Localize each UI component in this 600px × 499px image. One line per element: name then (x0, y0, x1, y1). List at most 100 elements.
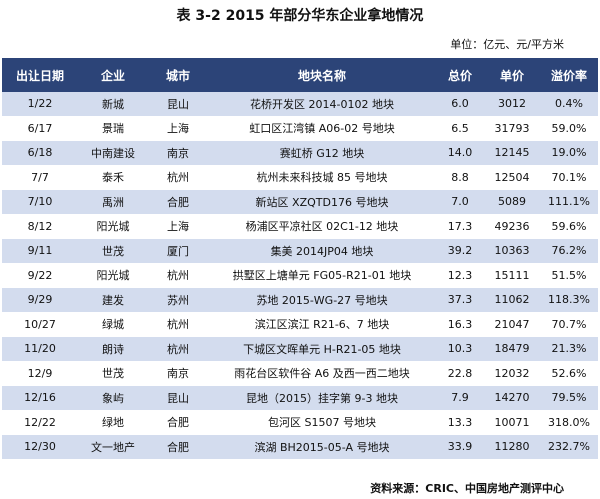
company-cell: 阳光城 (78, 263, 148, 288)
company-cell: 建发 (78, 287, 148, 313)
unit-price-cell: 3012 (484, 92, 540, 117)
table-row: 1/22 新城 昆山 花桥开发区 2014-0102 地块 6.0 3012 0.4% (2, 92, 598, 117)
company-cell: 禹洲 (78, 189, 148, 215)
company-cell: 朗诗 (78, 336, 148, 362)
city-cell: 厦门 (148, 238, 208, 264)
unit-price-cell: 18479 (484, 336, 540, 362)
table-row: 10/27 绿城 杭州 滨江区滨江 R21-6、7 地块 16.3 21047 70.7% (2, 312, 598, 337)
total-price-cell: 6.5 (436, 116, 484, 141)
premium-rate-cell: 318.0% (540, 410, 598, 435)
date-cell: 7/7 (2, 165, 78, 190)
company-cell: 景瑞 (78, 116, 148, 141)
date-cell: 12/9 (2, 361, 78, 386)
premium-rate-cell: 70.1% (540, 165, 598, 190)
date-cell: 12/30 (2, 434, 78, 460)
city-cell: 南京 (148, 140, 208, 166)
table-row: 12/30 文一地产 合肥 滨湖 BH2015-05-A 号地块 33.9 11280 23… (2, 434, 598, 460)
company-cell: 象屿 (78, 385, 148, 411)
table-title: 表 3-2 2015 年部分华东企业拿地情况 (176, 8, 424, 24)
plot-name-cell: 杨浦区平凉社区 02C1-12 地块 (208, 214, 436, 239)
premium-rate-cell: 59.6% (540, 214, 598, 239)
date-cell: 9/22 (2, 263, 78, 288)
unit-price-cell: 12504 (484, 165, 540, 190)
unit-price-cell: 12145 (484, 140, 540, 166)
table-row: 9/11 世茂 厦门 集美 2014JP04 地块 39.2 10363 76.2% (2, 238, 598, 264)
table-row: 6/17 景瑞 上海 虹口区江湾镇 A06-02 号地块 6.5 31793 59.0% (2, 116, 598, 141)
city-cell: 杭州 (148, 312, 208, 337)
table-row: 8/12 阳光城 上海 杨浦区平凉社区 02C1-12 地块 17.3 49236 59.6… (2, 214, 598, 239)
unit-price-cell: 15111 (484, 263, 540, 288)
date-cell: 11/20 (2, 336, 78, 362)
table-row: 7/7 泰禾 杭州 杭州未来科技城 85 号地块 8.8 12504 70.1% (2, 165, 598, 190)
total-price-cell: 13.3 (436, 410, 484, 435)
city-cell: 杭州 (148, 263, 208, 288)
premium-rate-cell: 111.1% (540, 189, 598, 215)
header-total-price: 总价 (436, 58, 484, 92)
total-price-cell: 8.8 (436, 165, 484, 190)
premium-rate-cell: 76.2% (540, 238, 598, 264)
unit-price-cell: 5089 (484, 189, 540, 215)
unit-price-cell: 11280 (484, 434, 540, 460)
total-price-cell: 17.3 (436, 214, 484, 239)
header-date: 出让日期 (2, 58, 78, 92)
plot-name-cell: 雨花台区软件谷 A6 及西一西二地块 (208, 361, 436, 386)
unit-note: 单位：亿元、元/平方米 (450, 38, 564, 51)
date-cell: 12/22 (2, 410, 78, 435)
unit-price-cell: 11062 (484, 287, 540, 313)
total-price-cell: 22.8 (436, 361, 484, 386)
city-cell: 上海 (148, 116, 208, 141)
plot-name-cell: 包河区 S1507 号地块 (208, 410, 436, 435)
date-cell: 8/12 (2, 214, 78, 239)
total-price-cell: 39.2 (436, 238, 484, 264)
plot-name-cell: 虹口区江湾镇 A06-02 号地块 (208, 116, 436, 141)
table-row: 12/9 世茂 南京 雨花台区软件谷 A6 及西一西二地块 22.8 12032 52.6% (2, 361, 598, 386)
city-cell: 苏州 (148, 287, 208, 313)
unit-price-cell: 21047 (484, 312, 540, 337)
city-cell: 合肥 (148, 189, 208, 215)
city-cell: 南京 (148, 361, 208, 386)
plot-name-cell: 苏地 2015-WG-27 号地块 (208, 287, 436, 313)
source-note: 资料来源：CRIC、中国房地产测评中心 (370, 482, 564, 495)
total-price-cell: 6.0 (436, 92, 484, 117)
total-price-cell: 10.3 (436, 336, 484, 362)
unit-price-cell: 14270 (484, 385, 540, 411)
table-row: 12/16 象屿 昆山 昆地（2015）挂字第 9-3 地块 7.9 14270 79.5% (2, 385, 598, 411)
city-cell: 合肥 (148, 410, 208, 435)
company-cell: 世茂 (78, 361, 148, 386)
table-row: 11/20 朗诗 杭州 下城区文晖单元 H-R21-05 地块 10.3 18479 21.… (2, 336, 598, 362)
header-company: 企业 (78, 58, 148, 92)
header-premium-rate: 溢价率 (540, 58, 598, 92)
premium-rate-cell: 0.4% (540, 92, 598, 117)
header-plot-name: 地块名称 (208, 58, 436, 92)
premium-rate-cell: 19.0% (540, 140, 598, 166)
land-acquisition-table: 出让日期 企业 城市 地块名称 总价 单价 溢价率 1/22 新城 昆山 花桥开发区 … (2, 58, 598, 460)
plot-name-cell: 下城区文晖单元 H-R21-05 地块 (208, 336, 436, 362)
total-price-cell: 7.9 (436, 385, 484, 411)
premium-rate-cell: 232.7% (540, 434, 598, 460)
premium-rate-cell: 51.5% (540, 263, 598, 288)
total-price-cell: 7.0 (436, 189, 484, 215)
table-row: 6/18 中南建设 南京 赛虹桥 G12 地块 14.0 12145 19.0% (2, 140, 598, 166)
total-price-cell: 14.0 (436, 140, 484, 166)
table-row: 12/22 绿地 合肥 包河区 S1507 号地块 13.3 10071 318.0% (2, 410, 598, 435)
premium-rate-cell: 21.3% (540, 336, 598, 362)
table-row: 7/10 禹洲 合肥 新站区 XZQTD176 号地块 7.0 5089 111.1% (2, 189, 598, 215)
company-cell: 绿城 (78, 312, 148, 337)
table-row: 9/29 建发 苏州 苏地 2015-WG-27 号地块 37.3 11062 118.3% (2, 287, 598, 313)
unit-price-cell: 10071 (484, 410, 540, 435)
plot-name-cell: 昆地（2015）挂字第 9-3 地块 (208, 385, 436, 411)
date-cell: 6/17 (2, 116, 78, 141)
plot-name-cell: 拱墅区上塘单元 FG05-R21-01 地块 (208, 263, 436, 288)
company-cell: 新城 (78, 92, 148, 117)
premium-rate-cell: 70.7% (540, 312, 598, 337)
company-cell: 世茂 (78, 238, 148, 264)
city-cell: 合肥 (148, 434, 208, 460)
city-cell: 杭州 (148, 165, 208, 190)
date-cell: 9/11 (2, 238, 78, 264)
plot-name-cell: 杭州未来科技城 85 号地块 (208, 165, 436, 190)
header-row: 出让日期 企业 城市 地块名称 总价 单价 溢价率 (2, 58, 598, 92)
city-cell: 昆山 (148, 385, 208, 411)
unit-price-cell: 49236 (484, 214, 540, 239)
plot-name-cell: 赛虹桥 G12 地块 (208, 140, 436, 166)
company-cell: 文一地产 (78, 434, 148, 460)
